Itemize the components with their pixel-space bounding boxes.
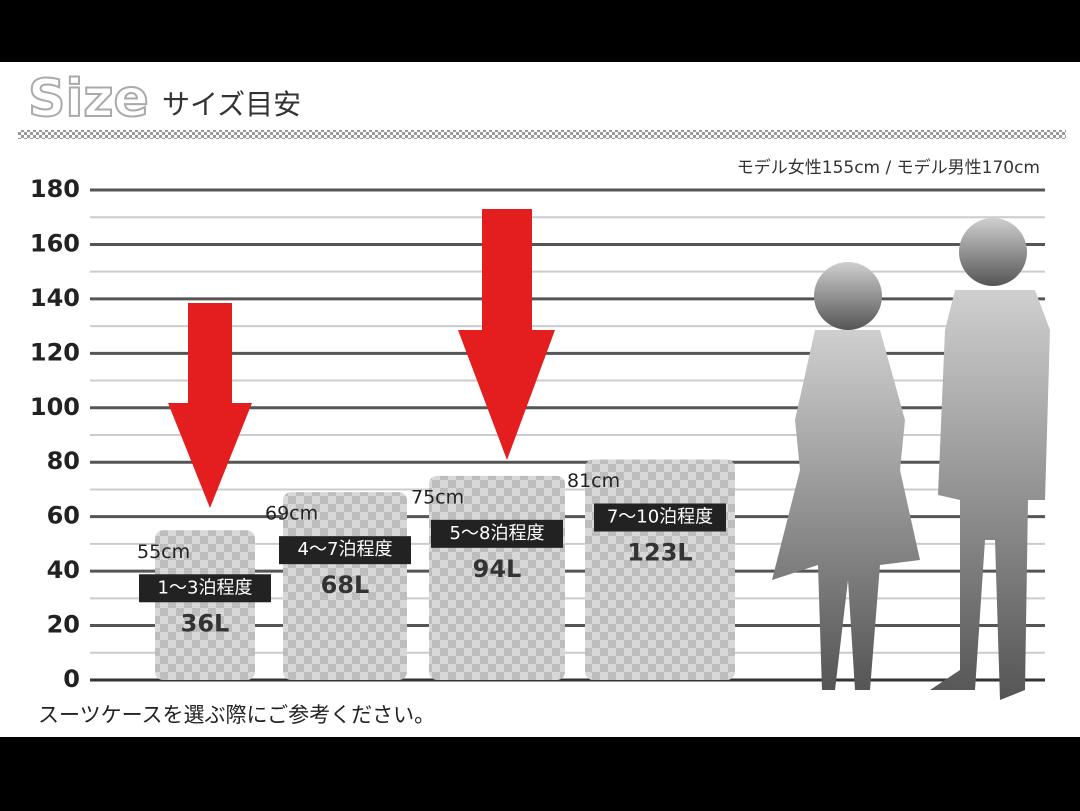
category-label: 7～10泊程度 [607, 507, 713, 528]
woman-head [814, 262, 882, 330]
category-box [279, 536, 411, 565]
y-tick-label: 0 [63, 665, 80, 693]
chart-title: Size [28, 69, 149, 129]
y-tick-label: 100 [30, 393, 80, 421]
value-label: 55cm [137, 541, 190, 563]
y-tick-label: 140 [30, 284, 80, 312]
arrow [168, 303, 252, 508]
value-label: 75cm [411, 486, 464, 508]
value-label: 69cm [265, 503, 318, 525]
divider [18, 130, 1066, 139]
woman-body [772, 330, 920, 690]
y-tick-label: 40 [47, 556, 80, 584]
capacity-label: 123L [627, 539, 692, 567]
capacity-label: 94L [473, 555, 522, 583]
footer: スーツケースを選ぶ際にご参考ください。 [38, 703, 435, 727]
y-tick-label: 180 [30, 175, 80, 203]
y-tick-label: 20 [47, 611, 80, 639]
category-label: 5～8泊程度 [450, 523, 545, 544]
capacity-label: 36L [181, 609, 230, 637]
suitcase [155, 530, 255, 680]
value-label: 81cm [567, 470, 620, 492]
category-box [594, 503, 726, 532]
arrow [458, 209, 555, 460]
silhouettes [772, 218, 1050, 700]
man-body [930, 290, 1050, 700]
arrows [168, 209, 555, 508]
category-box [139, 574, 271, 603]
suitcase [585, 459, 735, 680]
category-label: 4～7泊程度 [298, 539, 393, 560]
y-tick-label: 160 [30, 229, 80, 257]
capacity-label: 68L [321, 571, 370, 599]
y-tick-label: 60 [47, 502, 80, 530]
chart-subtitle: サイズ目安 [162, 88, 301, 121]
y-tick-label: 80 [47, 447, 80, 475]
category-box [431, 519, 563, 548]
category-label: 1～3泊程度 [158, 577, 253, 598]
y-tick-label: 120 [30, 338, 80, 366]
man-head [959, 218, 1027, 286]
note: モデル女性155cm / モデル男性170cm [737, 157, 1040, 178]
